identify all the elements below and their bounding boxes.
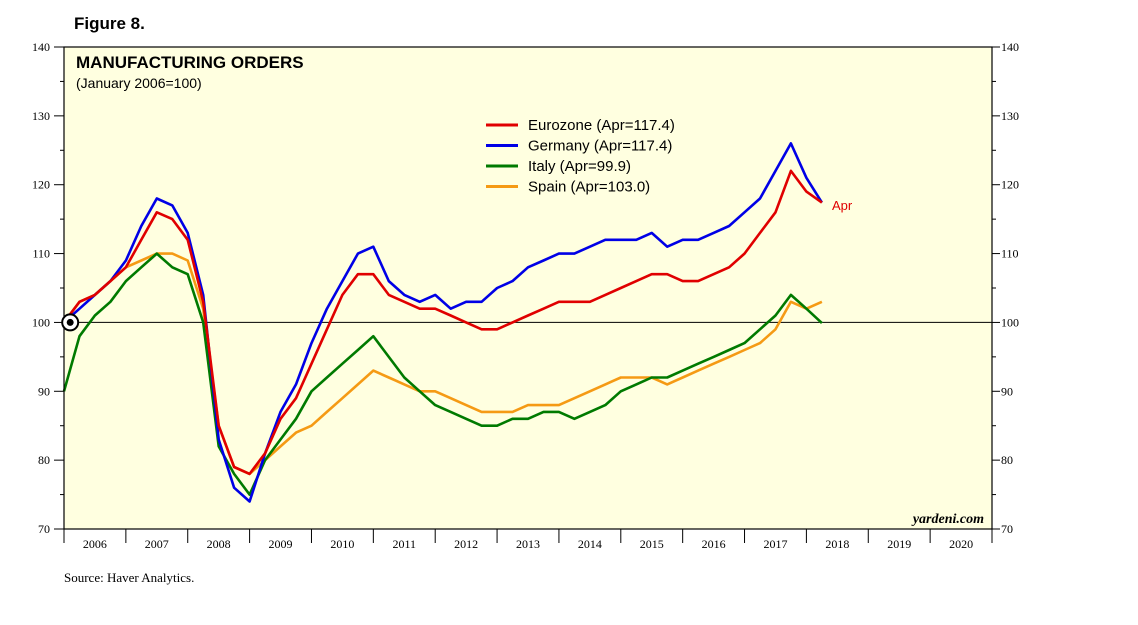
x-tick-label: 2008: [207, 537, 231, 551]
y-tick-label-left: 140: [32, 40, 50, 54]
y-tick-label-right: 90: [1001, 384, 1013, 398]
x-tick-label: 2017: [763, 537, 787, 551]
x-tick-label: 2016: [702, 537, 726, 551]
legend-label: Eurozone (Apr=117.4): [528, 117, 675, 134]
y-tick-label-right: 140: [1001, 40, 1019, 54]
x-tick-label: 2020: [949, 537, 973, 551]
series-line-eurozone: [62, 169, 823, 476]
x-tick-label: 2019: [887, 537, 911, 551]
end-label-apr: Apr: [832, 198, 853, 213]
x-tick-label: 2014: [578, 537, 602, 551]
y-tick-label-left: 90: [38, 384, 50, 398]
legend-label: Italy (Apr=99.9): [528, 158, 631, 175]
x-tick-label: 2018: [825, 537, 849, 551]
plot-frame: [63, 46, 993, 530]
x-tick-label: 2007: [145, 537, 169, 551]
legend: Eurozone (Apr=117.4) Germany (Apr=117.4) I…: [486, 117, 675, 196]
x-tick-label: 2012: [454, 537, 478, 551]
y-tick-label-right: 100: [1001, 315, 1019, 329]
series-line-italy: [62, 252, 823, 496]
y-tick-label-left: 80: [38, 453, 50, 467]
x-tick-label: 2010: [330, 537, 354, 551]
index-base-marker: [61, 313, 80, 332]
y-tick-label-left: 110: [32, 247, 50, 261]
x-tick-label: 2006: [83, 537, 107, 551]
series-line-spain: [62, 252, 823, 476]
x-tick-label: 2009: [269, 537, 293, 551]
marker-dot: [66, 318, 74, 326]
y-tick-label-right: 120: [1001, 178, 1019, 192]
figure-label: Figure 8.: [74, 14, 145, 33]
y-tick-label-right: 70: [1001, 522, 1013, 536]
legend-label: Germany (Apr=117.4): [528, 138, 672, 155]
y-tick-label-left: 130: [32, 109, 50, 123]
source-note: Source: Haver Analytics.: [64, 570, 195, 585]
y-tick-label-left: 120: [32, 178, 50, 192]
x-tick-label: 2015: [640, 537, 664, 551]
y-tick-label-left: 70: [38, 522, 50, 536]
x-tick-label: 2013: [516, 537, 540, 551]
y-tick-label-right: 130: [1001, 109, 1019, 123]
x-tick-label: 2011: [392, 537, 416, 551]
y-tick-label-right: 110: [1001, 247, 1019, 261]
series-line-germany: [63, 142, 824, 503]
y-tick-label-right: 80: [1001, 453, 1013, 467]
legend-label: Spain (Apr=103.0): [528, 179, 650, 196]
y-tick-label-left: 100: [32, 315, 50, 329]
chart-subtitle: (January 2006=100): [76, 75, 202, 91]
watermark: yardeni.com: [911, 512, 984, 527]
chart-title: MANUFACTURING ORDERS: [76, 53, 304, 72]
